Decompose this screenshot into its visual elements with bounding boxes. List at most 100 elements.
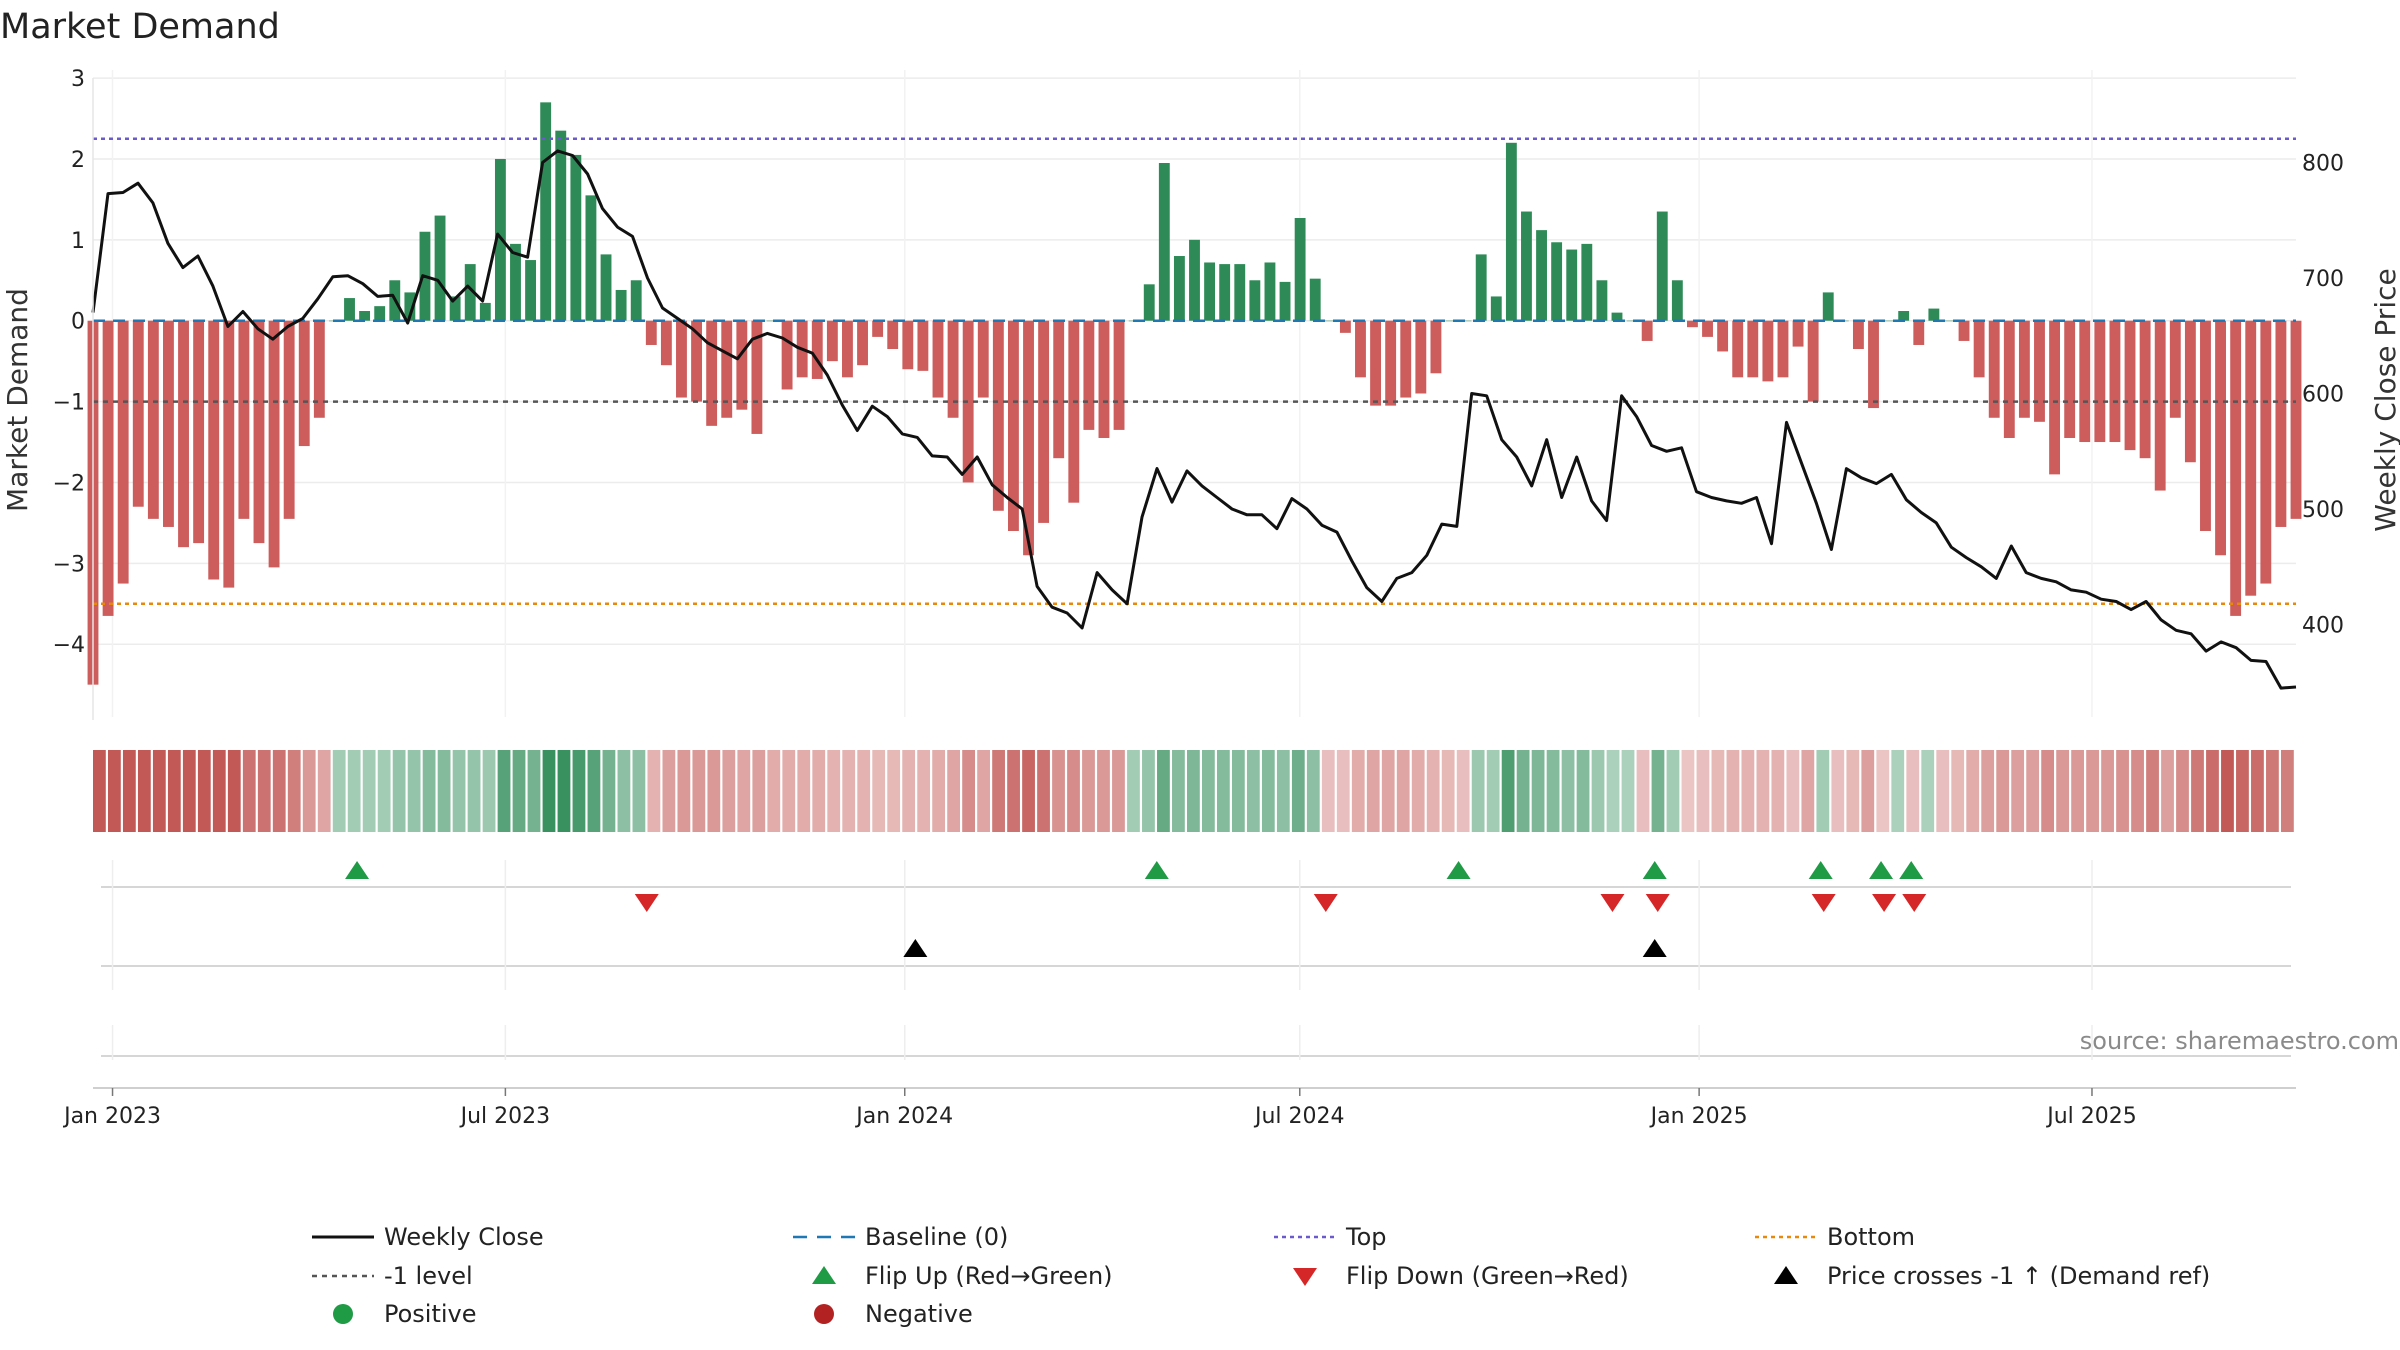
heat-cell [392,750,406,832]
heat-cell [167,750,181,832]
heat-cell [122,750,136,832]
heat-cell [2101,750,2114,832]
demand-heat-strip [93,750,2294,832]
negative-demand-bar [1430,320,1442,374]
positive-demand-bar [1611,312,1623,321]
heat-cell [347,750,361,832]
positive-demand-bar [1158,163,1170,321]
heat-cell [1756,750,1770,832]
negative-demand-bar [238,320,250,519]
negative-demand-bar [1807,320,1819,402]
negative-demand-bar [163,320,174,527]
heat-cell [1546,750,1560,832]
heat-cell [1381,750,1395,832]
legend-item-neg: Negative [814,1300,973,1328]
heat-cell [1516,750,1530,832]
heat-cell [737,750,751,832]
legend-item-bottom: Bottom [1755,1223,1915,1251]
legend-label: Price crosses -1 ↑ (Demand ref) [1827,1262,2210,1290]
negative-demand-bar [1702,320,1713,337]
heat-cell [932,750,946,832]
negative-demand-bar [1098,320,1110,438]
positive-demand-bar [1928,308,1940,321]
legend-swatch-positive [333,1304,353,1324]
heat-cell [1456,750,1470,832]
heat-cell [93,750,106,832]
negative-demand-bar [1777,320,1789,378]
heat-cell [287,750,301,832]
heat-cell [1681,750,1695,832]
legend-label: Positive [384,1300,477,1328]
negative-demand-bar [1717,320,1729,352]
heat-cell [1861,750,1875,832]
negative-demand-bar [1687,320,1698,328]
heat-cell [1831,750,1845,832]
heat-cell [1816,750,1830,832]
legend-label: -1 level [384,1262,473,1290]
negative-demand-bar [223,320,235,588]
heat-cell [2176,750,2189,832]
positive-demand-bar [1234,264,1246,321]
heat-cell [947,750,961,832]
heat-cell [1621,750,1635,832]
heat-cell [242,750,256,832]
negative-demand-bar [947,320,959,418]
legend-label: Bottom [1827,1223,1915,1251]
heat-cell [1276,750,1290,832]
negative-demand-bar [1355,320,1366,378]
heat-cell [992,750,1005,832]
negative-demand-bar [1973,320,1985,378]
heat-cell [1891,750,1905,832]
negative-demand-bar [962,320,974,483]
heat-cell [2011,750,2025,832]
negative-demand-bar [1988,320,2000,418]
negative-demand-bar [1852,320,1864,350]
heat-cell [557,750,571,832]
heat-cell [1321,750,1335,832]
negative-demand-bar [1958,320,1970,341]
negative-demand-bar [208,320,220,580]
heat-cell [452,750,466,832]
heat-cell [1666,750,1680,832]
heat-cell [2026,750,2040,832]
heat-cell [1142,750,1155,832]
heat-cell [272,750,286,832]
heat-cell [1921,750,1935,832]
right-tick-label: 800 [2302,151,2344,176]
negative-demand-bar [2154,320,2166,491]
heat-cell [587,750,601,832]
x-tick-label: Jan 2025 [1649,1104,1748,1129]
negative-demand-bar [1053,320,1065,459]
heat-cell [692,750,706,832]
negative-demand-bar [2094,320,2106,443]
heat-cell [1471,750,1485,832]
positive-demand-bar [449,296,461,321]
heat-cell [1306,750,1320,832]
heat-cell [857,750,871,832]
negative-demand-bar [811,320,823,379]
positive-demand-bar [464,264,476,321]
negative-demand-bar [1792,320,1804,347]
heat-cell [1022,750,1035,832]
heat-cell [1486,750,1500,832]
left-axis-label: Market Demand [1,288,34,512]
heat-cell [2266,750,2279,832]
flip-up-marker [1899,861,1924,879]
legend-item-top: Top [1274,1223,1387,1251]
heat-cell [1351,750,1365,832]
legend-swatch-flip-down [1293,1268,1317,1286]
flip-down-marker [1313,894,1338,912]
heat-cell [1696,750,1710,832]
heat-cell [647,750,661,832]
heat-cell [632,750,646,832]
heat-cell [602,750,616,832]
legend-item-cross: Price crosses -1 ↑ (Demand ref) [1774,1262,2210,1290]
heat-cell [1201,750,1215,832]
heat-cell [2191,750,2204,832]
price-series [91,149,2297,690]
left-tick-label: 0 [71,310,85,335]
heat-cell [752,750,766,832]
heat-cell [2281,750,2294,832]
legend-item-pos: Positive [333,1300,477,1328]
heat-cell [1651,750,1665,832]
